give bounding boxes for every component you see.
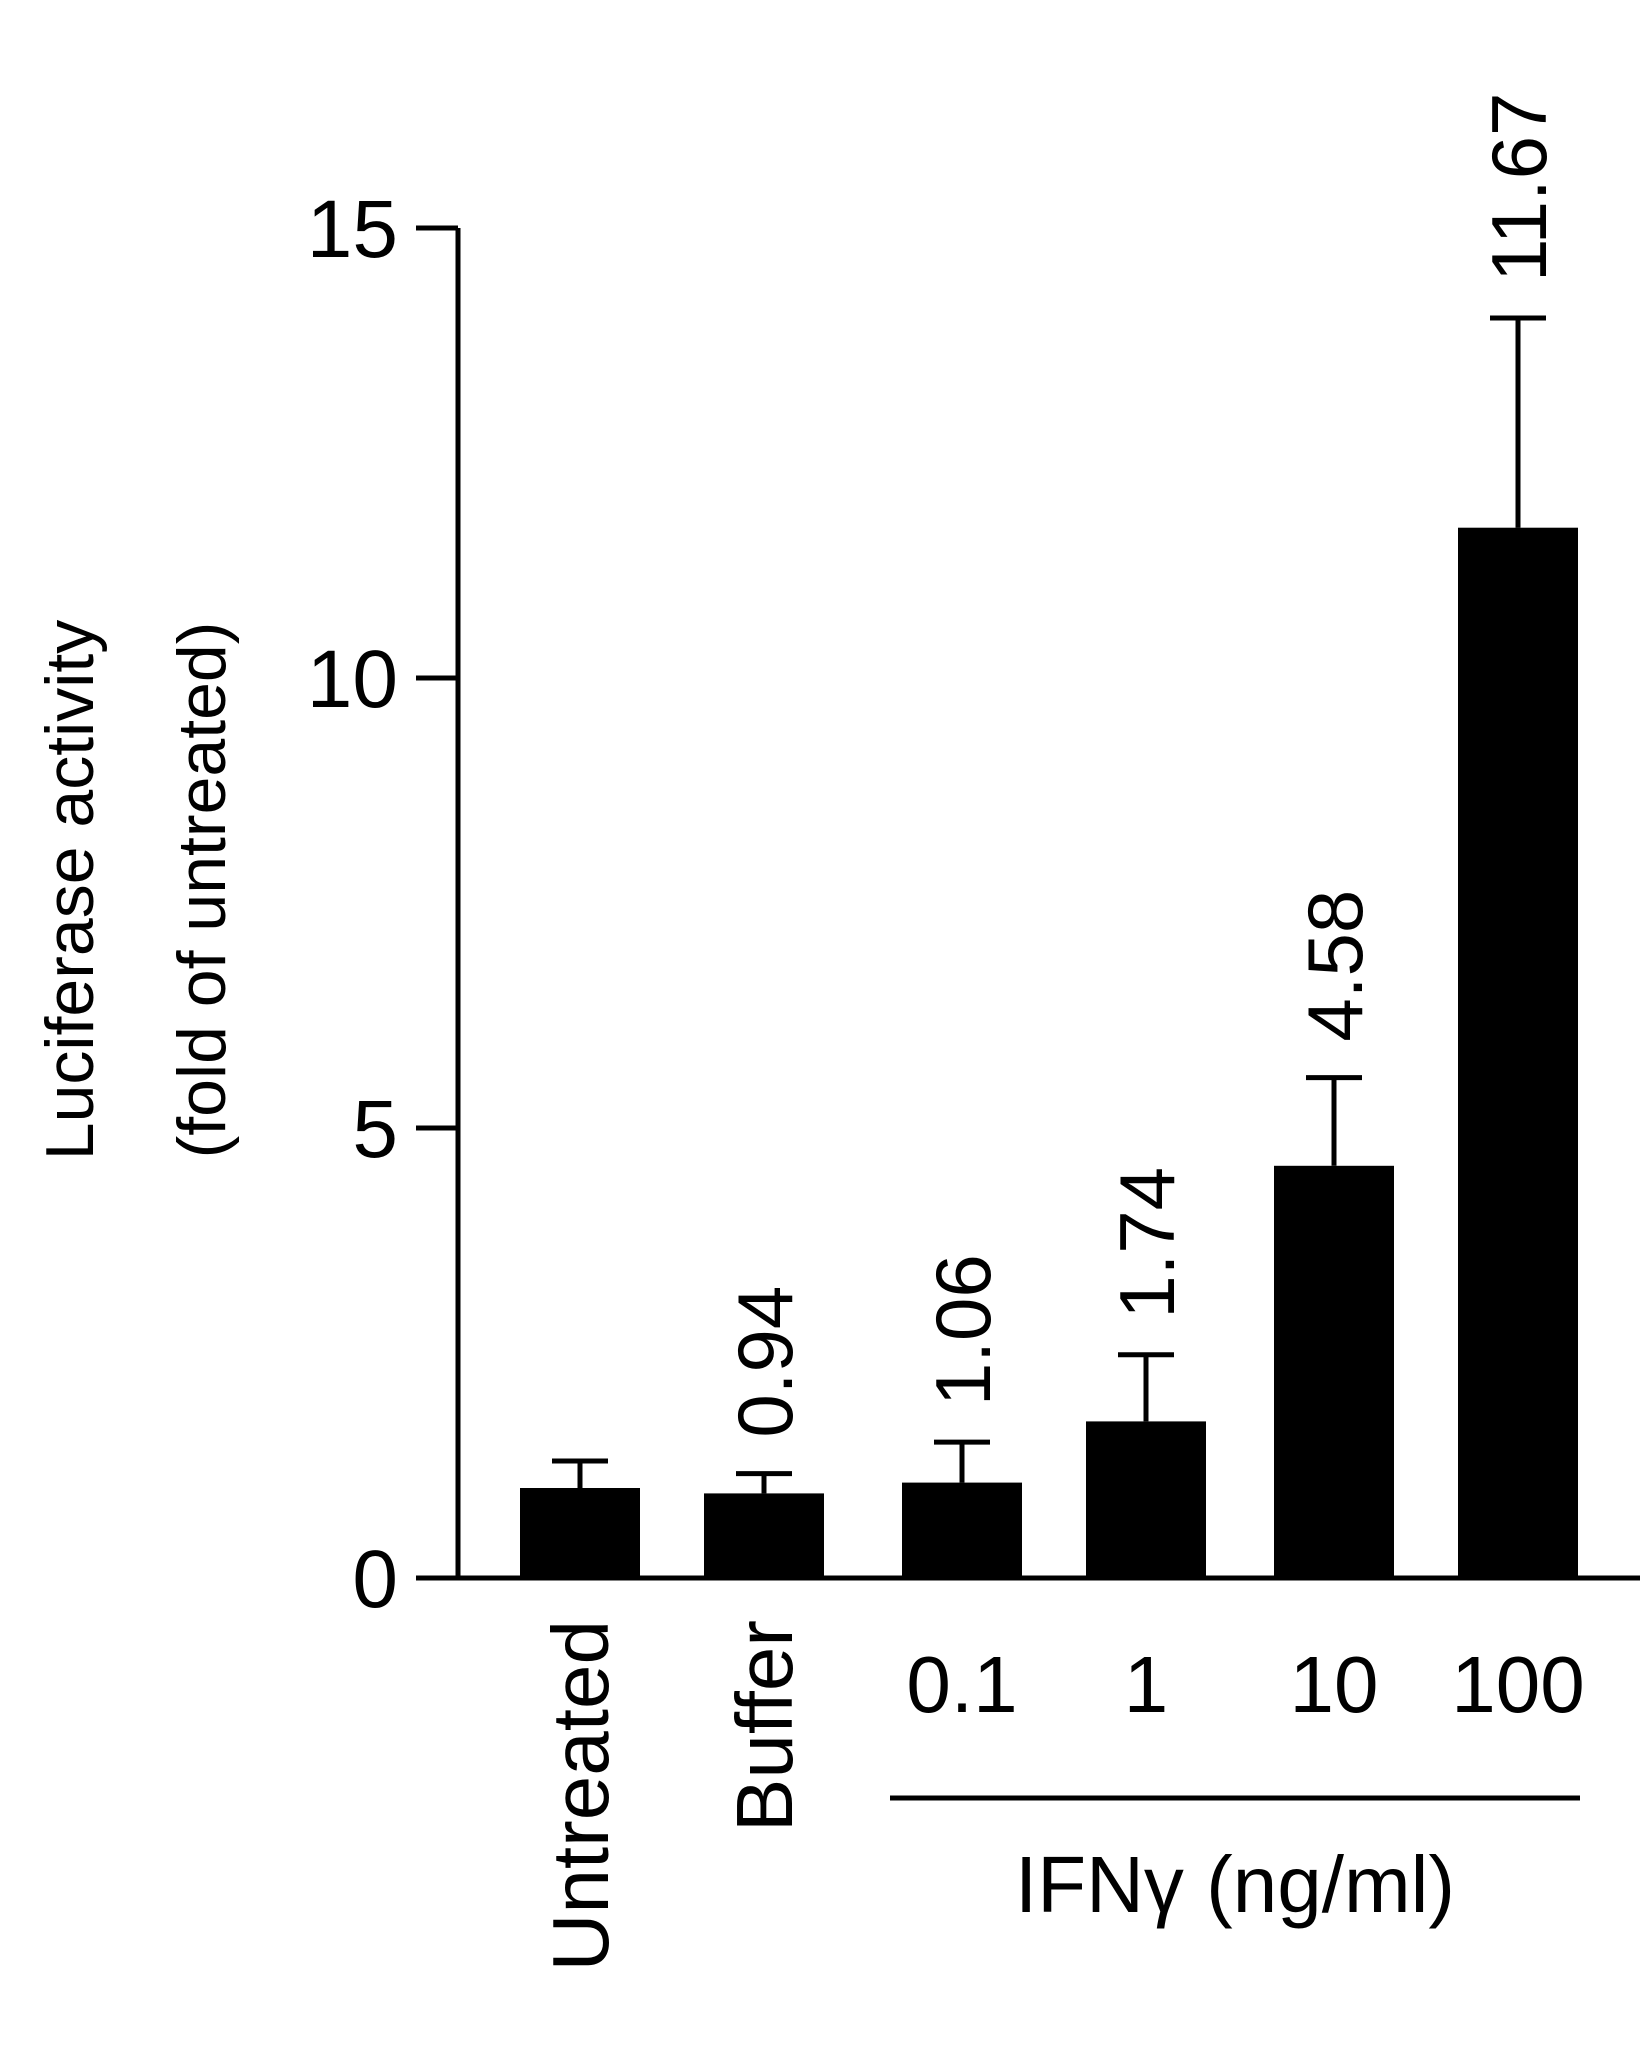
bar	[704, 1493, 824, 1578]
bar	[902, 1482, 1022, 1578]
data-label: 1.74	[1103, 1167, 1191, 1319]
y-axis-label-line1: Luciferase activity	[32, 620, 108, 1160]
y-axis-label-line2: (fold of untreated)	[164, 622, 240, 1159]
data-label: 1.06	[919, 1254, 1007, 1406]
x-tick-label: 10	[1290, 1640, 1379, 1729]
data-label: 0.94	[721, 1286, 809, 1438]
bar	[1274, 1165, 1394, 1578]
x-axis-tick-labels: Untreated Buffer 0.1 1 10 100	[536, 1620, 1585, 1971]
data-label: 4.58	[1291, 890, 1379, 1042]
bar	[1086, 1421, 1206, 1578]
y-tick-label: 0	[352, 1534, 398, 1625]
x-tick-label: Untreated	[536, 1620, 625, 1971]
x-tick-label: 100	[1451, 1640, 1584, 1729]
data-label: 11.67	[1475, 93, 1563, 282]
bar	[520, 1488, 640, 1578]
y-tick-label: 15	[307, 184, 398, 275]
x-tick-label: Buffer	[720, 1620, 809, 1832]
ifn-group-label: IFNγ (ng/ml)	[1015, 1840, 1455, 1929]
x-tick-label: 1	[1124, 1640, 1169, 1729]
bars: 0.94 1.06 1.74 4.58 11.67	[520, 93, 1578, 1579]
axes: 0 5 10 15	[307, 184, 1640, 1625]
y-tick-label: 10	[307, 634, 398, 725]
bar	[1458, 527, 1578, 1579]
x-tick-label: 0.1	[906, 1640, 1017, 1729]
y-tick-label: 5	[352, 1084, 398, 1175]
y-axis-title: Luciferase activity (fold of untreated)	[32, 620, 240, 1160]
